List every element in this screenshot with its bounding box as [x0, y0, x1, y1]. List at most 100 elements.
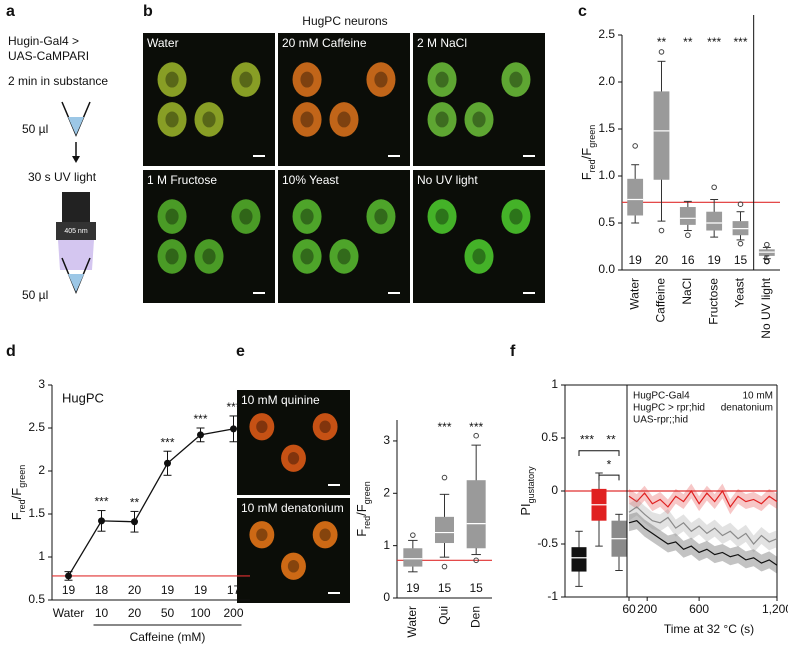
neuron	[464, 239, 494, 274]
y-tick-label: 2.5	[598, 27, 615, 41]
x-tick-label: No UV light	[759, 277, 773, 338]
neuron	[366, 199, 396, 234]
line	[628, 506, 778, 545]
box	[653, 91, 670, 180]
neuron	[312, 413, 338, 441]
nucleus	[319, 420, 331, 434]
nucleus	[509, 208, 523, 225]
n-label: 19	[628, 253, 642, 267]
x-axis-label: Time at 32 °C (s)	[664, 622, 754, 636]
lamp	[62, 192, 90, 222]
y-tick-label: 0.5	[541, 430, 558, 444]
n-label: 19	[406, 581, 420, 595]
nucleus	[256, 420, 268, 434]
label-part: /F	[579, 148, 594, 160]
x-tick-label: Caffeine	[654, 278, 668, 323]
nucleus	[300, 208, 314, 225]
label-part: green	[17, 465, 27, 488]
neuron	[231, 199, 261, 234]
image-label: 2 M NaCl	[417, 36, 467, 50]
neuron	[292, 102, 322, 137]
outlier	[711, 184, 717, 191]
liquid	[68, 274, 84, 292]
box	[571, 547, 587, 572]
nucleus	[435, 111, 449, 128]
image-label: 10 mM quinine	[241, 393, 320, 407]
outlier	[685, 232, 691, 239]
significance: ***	[469, 420, 483, 434]
label-part: F	[579, 172, 594, 180]
y-tick-label: 2	[38, 463, 45, 477]
panel-label: f	[510, 343, 516, 360]
line	[628, 520, 778, 566]
n-label: 20	[128, 583, 142, 597]
label-part: red	[587, 159, 597, 172]
y-tick-label: 0	[383, 590, 390, 604]
legend-entry: HugPC-Gal4	[633, 391, 690, 402]
point	[230, 425, 237, 433]
nucleus	[165, 111, 179, 128]
significance: ***	[580, 432, 594, 446]
x-tick-label: Water	[627, 278, 641, 310]
point	[65, 572, 72, 580]
n-label: 19	[707, 253, 721, 267]
neuron	[501, 199, 531, 234]
significance: ***	[226, 400, 240, 414]
significance: **	[606, 432, 616, 446]
y-tick-label: 1.5	[28, 506, 45, 520]
box	[679, 207, 696, 225]
neuron	[464, 102, 494, 137]
y-tick-label: 1	[38, 549, 45, 563]
neuron	[281, 444, 306, 472]
neuron	[249, 413, 275, 441]
y-axis-label: Fred/Fgreen	[9, 465, 27, 521]
nucleus	[509, 71, 523, 88]
nucleus	[472, 248, 486, 265]
neuron	[231, 62, 261, 97]
schematic-text: 2 min in substance	[8, 74, 108, 88]
label-part: green	[362, 481, 372, 504]
significance: ***	[160, 435, 174, 449]
label-part: red	[17, 499, 27, 512]
micrograph	[413, 170, 545, 303]
significance: ***	[193, 412, 207, 426]
nucleus	[337, 111, 351, 128]
y-tick-label: 3	[383, 433, 390, 447]
neuron	[366, 62, 396, 97]
annotation: 10 mM	[742, 391, 773, 402]
schematic-text: Hugin-Gal4 >	[8, 34, 79, 48]
n-label: 19	[62, 583, 76, 597]
label-part: F	[354, 529, 369, 537]
panel-label: c	[578, 3, 587, 20]
schematic-text: 405 nm	[64, 228, 88, 235]
panel-label: b	[143, 3, 153, 20]
n-label: 15	[469, 581, 483, 595]
neuron	[194, 102, 224, 137]
nucleus	[256, 528, 268, 542]
y-axis-label: Fred/Fgreen	[354, 481, 372, 537]
schematic-text: 30 s UV light	[28, 170, 97, 184]
n-label: 19	[161, 583, 175, 597]
nucleus	[165, 248, 179, 265]
box	[466, 480, 486, 549]
neuron	[157, 239, 187, 274]
image-label: 10% Yeast	[282, 173, 339, 187]
significance: ***	[707, 35, 721, 49]
n-label: 20	[655, 253, 669, 267]
micrograph	[413, 33, 545, 166]
label-part: gustatory	[526, 466, 536, 504]
outlier	[473, 557, 479, 564]
micrograph	[237, 498, 350, 603]
micrograph	[143, 170, 275, 303]
y-tick-label: 0.0	[598, 262, 615, 276]
micrograph	[278, 33, 410, 166]
outlier	[441, 474, 448, 481]
nucleus	[374, 71, 388, 88]
image-label: 1 M Fructose	[147, 173, 217, 187]
neuron	[249, 521, 275, 549]
neuron	[194, 239, 224, 274]
n-label: 18	[95, 583, 109, 597]
legend-entry: HugPC > rpr;hid	[633, 403, 705, 414]
neuron	[427, 102, 457, 137]
n-label: 17	[227, 583, 241, 597]
